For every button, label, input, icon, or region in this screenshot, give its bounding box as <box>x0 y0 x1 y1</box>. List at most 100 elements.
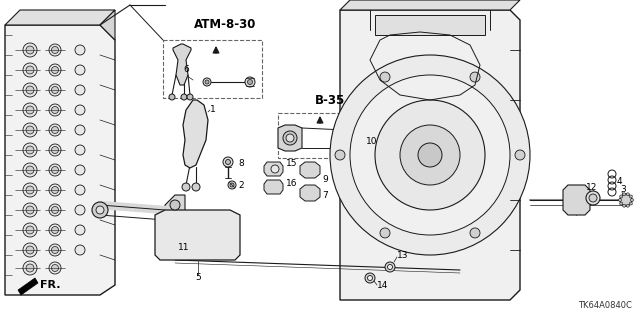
Circle shape <box>620 195 623 198</box>
Polygon shape <box>278 125 302 151</box>
Circle shape <box>330 55 530 255</box>
Circle shape <box>75 205 85 215</box>
Circle shape <box>586 191 600 205</box>
Circle shape <box>51 66 58 73</box>
Circle shape <box>286 134 294 142</box>
Text: 8: 8 <box>238 159 244 167</box>
Circle shape <box>51 107 58 114</box>
Circle shape <box>51 206 58 213</box>
Text: 15: 15 <box>286 159 298 167</box>
Circle shape <box>418 143 442 167</box>
Polygon shape <box>340 10 520 300</box>
Text: 16: 16 <box>286 179 298 188</box>
Text: 10: 10 <box>366 137 378 146</box>
Circle shape <box>92 202 108 218</box>
Circle shape <box>170 200 180 210</box>
Polygon shape <box>18 278 38 295</box>
Text: ATM-8-30: ATM-8-30 <box>194 19 256 32</box>
Circle shape <box>187 94 193 100</box>
Circle shape <box>618 198 621 202</box>
Circle shape <box>51 86 58 93</box>
Circle shape <box>75 85 85 95</box>
Circle shape <box>190 115 200 125</box>
Circle shape <box>23 83 37 97</box>
Circle shape <box>23 43 37 57</box>
Polygon shape <box>155 210 240 260</box>
Circle shape <box>75 45 85 55</box>
Circle shape <box>365 273 375 283</box>
Circle shape <box>203 78 211 86</box>
Circle shape <box>75 225 85 235</box>
Circle shape <box>375 100 485 210</box>
Circle shape <box>75 245 85 255</box>
Circle shape <box>51 127 58 133</box>
Circle shape <box>51 264 58 271</box>
Circle shape <box>169 94 175 100</box>
Circle shape <box>49 64 61 76</box>
Circle shape <box>49 244 61 256</box>
Bar <box>375 15 485 35</box>
Circle shape <box>26 46 34 54</box>
Circle shape <box>23 163 37 177</box>
Circle shape <box>26 66 34 74</box>
Circle shape <box>75 125 85 135</box>
Text: 9: 9 <box>322 175 328 184</box>
Circle shape <box>23 223 37 237</box>
Circle shape <box>182 183 190 191</box>
Polygon shape <box>300 185 320 201</box>
Circle shape <box>75 105 85 115</box>
Circle shape <box>387 264 392 270</box>
Polygon shape <box>5 25 115 295</box>
Circle shape <box>49 262 61 274</box>
Circle shape <box>629 202 632 205</box>
Circle shape <box>49 224 61 236</box>
Polygon shape <box>264 180 283 194</box>
Circle shape <box>367 276 372 280</box>
Polygon shape <box>563 185 590 215</box>
Circle shape <box>26 186 34 194</box>
Circle shape <box>26 126 34 134</box>
Circle shape <box>26 146 34 154</box>
Circle shape <box>26 166 34 174</box>
Circle shape <box>26 106 34 114</box>
Circle shape <box>51 167 58 174</box>
Circle shape <box>181 94 187 100</box>
Circle shape <box>223 157 233 167</box>
Circle shape <box>630 198 634 202</box>
Circle shape <box>385 262 395 272</box>
Circle shape <box>49 164 61 176</box>
Text: 13: 13 <box>397 250 408 259</box>
Circle shape <box>380 228 390 238</box>
Circle shape <box>49 124 61 136</box>
Circle shape <box>75 165 85 175</box>
Circle shape <box>620 194 632 206</box>
Circle shape <box>589 194 597 202</box>
Circle shape <box>400 125 460 185</box>
Text: 7: 7 <box>322 191 328 201</box>
Circle shape <box>352 139 360 147</box>
Circle shape <box>271 165 279 173</box>
Polygon shape <box>300 162 320 178</box>
Circle shape <box>623 193 626 196</box>
Polygon shape <box>5 10 115 25</box>
Text: 1: 1 <box>210 106 216 115</box>
Polygon shape <box>264 162 283 176</box>
Circle shape <box>627 204 629 207</box>
Circle shape <box>26 206 34 214</box>
Text: 12: 12 <box>586 183 598 192</box>
Circle shape <box>49 144 61 156</box>
Circle shape <box>26 264 34 272</box>
Polygon shape <box>100 10 115 40</box>
Text: 5: 5 <box>195 273 201 283</box>
Polygon shape <box>183 100 208 168</box>
Circle shape <box>515 150 525 160</box>
Text: 11: 11 <box>178 243 189 253</box>
Circle shape <box>49 104 61 116</box>
Text: 2: 2 <box>238 181 244 189</box>
Circle shape <box>335 150 345 160</box>
Circle shape <box>629 195 632 198</box>
Circle shape <box>49 204 61 216</box>
Circle shape <box>75 185 85 195</box>
Circle shape <box>623 204 626 207</box>
Circle shape <box>23 143 37 157</box>
